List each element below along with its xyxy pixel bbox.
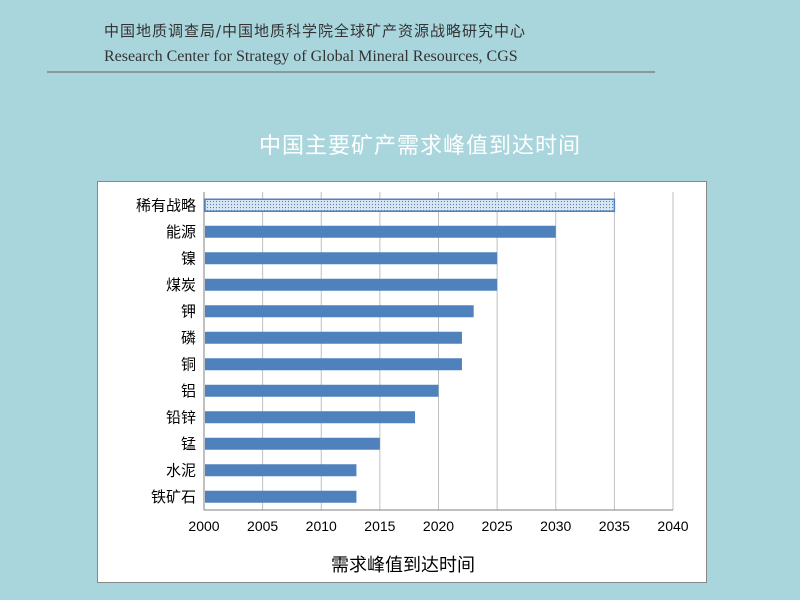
x-tick-label: 2010: [306, 518, 337, 534]
category-label: 煤炭: [166, 276, 196, 294]
header-divider: [47, 71, 655, 73]
category-label: 钾: [181, 302, 196, 320]
bar: [205, 225, 556, 238]
x-tick-label: 2035: [599, 518, 630, 534]
bar: [205, 305, 474, 318]
org-name-chinese: 中国地质调查局/中国地质科学院全球矿产资源战略研究中心: [104, 22, 527, 40]
bar: [205, 464, 357, 477]
bar: [205, 411, 416, 424]
category-label: 铜: [181, 355, 196, 373]
bar: [205, 331, 462, 344]
bar: [205, 490, 357, 503]
category-label: 锰: [181, 435, 196, 453]
bar: [205, 437, 380, 450]
x-tick-label: 2015: [364, 518, 395, 534]
slide-title: 中国主要矿产需求峰值到达时间: [258, 134, 581, 159]
bar: [205, 278, 498, 291]
x-tick-label: 2000: [188, 518, 219, 534]
x-tick-label: 2005: [247, 518, 278, 534]
bar: [204, 198, 616, 212]
category-label: 磷: [181, 329, 196, 347]
category-label: 镍: [181, 249, 196, 267]
chart-area: 稀有战略能源镍煤炭钾磷铜铝铅锌锰水泥铁矿石 2000 2005 2010 2015 20…: [97, 181, 707, 583]
bar: [205, 358, 462, 371]
category-label: 铝: [181, 382, 196, 400]
category-label: 铁矿石: [151, 488, 196, 506]
x-axis-label: 需求峰值到达时间: [331, 555, 475, 576]
bar: [205, 252, 498, 265]
category-label: 能源: [166, 223, 196, 241]
category-label: 水泥: [166, 461, 196, 479]
x-tick-label: 2030: [540, 518, 571, 534]
category-label: 铅锌: [166, 408, 196, 426]
org-name-english: Research Center for Strategy of Global M…: [104, 48, 518, 65]
category-label: 稀有战略: [136, 196, 196, 214]
x-tick-label: 2025: [482, 518, 513, 534]
x-tick-label: 2040: [657, 518, 688, 534]
x-tick-label: 2020: [423, 518, 454, 534]
bar: [205, 384, 439, 397]
